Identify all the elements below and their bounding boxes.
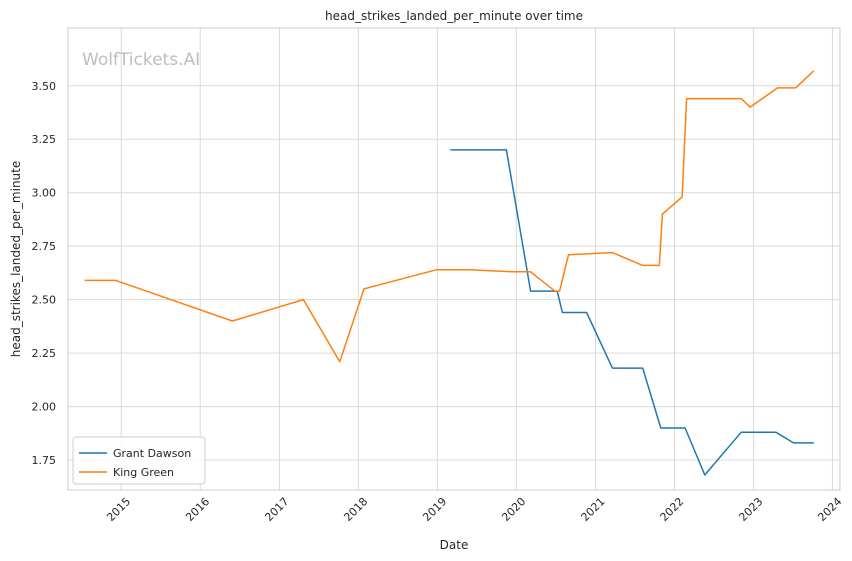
legend: Grant Dawson King Green [72,436,206,485]
plot-frame [67,27,841,491]
y-tick-label: 3.25 [32,133,57,146]
x-tick-label: 2022 [658,495,687,524]
x-tick-label: 2024 [815,495,844,524]
y-tick-label: 2.00 [32,401,57,414]
x-tick-labels: 2015 2016 2017 2018 2019 2020 2021 2022 2023 2024 [104,495,844,524]
series-lines [84,70,815,476]
series-line-king-green [84,70,815,363]
y-tick-label: 3.50 [32,80,57,93]
y-tick-label: 1.75 [32,454,57,467]
x-tick-label: 2017 [262,495,291,524]
x-tick-label: 2020 [499,495,528,524]
x-tick-label: 2018 [341,495,370,524]
x-tick-label: 2023 [736,495,765,524]
plot-area [68,28,840,490]
x-tick-label: 2015 [104,495,133,524]
y-axis-label: head_strikes_landed_per_minute [9,161,23,358]
x-tick-label: 2019 [420,495,449,524]
x-tick-label: 2016 [183,495,212,524]
chart-title: head_strikes_landed_per_minute over time [325,9,583,23]
y-tick-label: 2.75 [32,240,57,253]
y-tick-label: 2.50 [32,294,57,307]
y-tick-labels: 1.75 2.00 2.25 2.50 2.75 3.00 3.25 3.50 [32,80,57,467]
watermark: WolfTickets.AI [82,50,200,70]
legend-label-king-green: King Green [113,466,174,479]
series-line-grant-dawson [450,149,814,476]
x-axis-label: Date [440,538,469,552]
legend-label-grant-dawson: Grant Dawson [113,447,191,460]
y-tick-label: 2.25 [32,347,57,360]
y-tick-label: 3.00 [32,187,57,200]
x-tick-label: 2021 [579,495,608,524]
